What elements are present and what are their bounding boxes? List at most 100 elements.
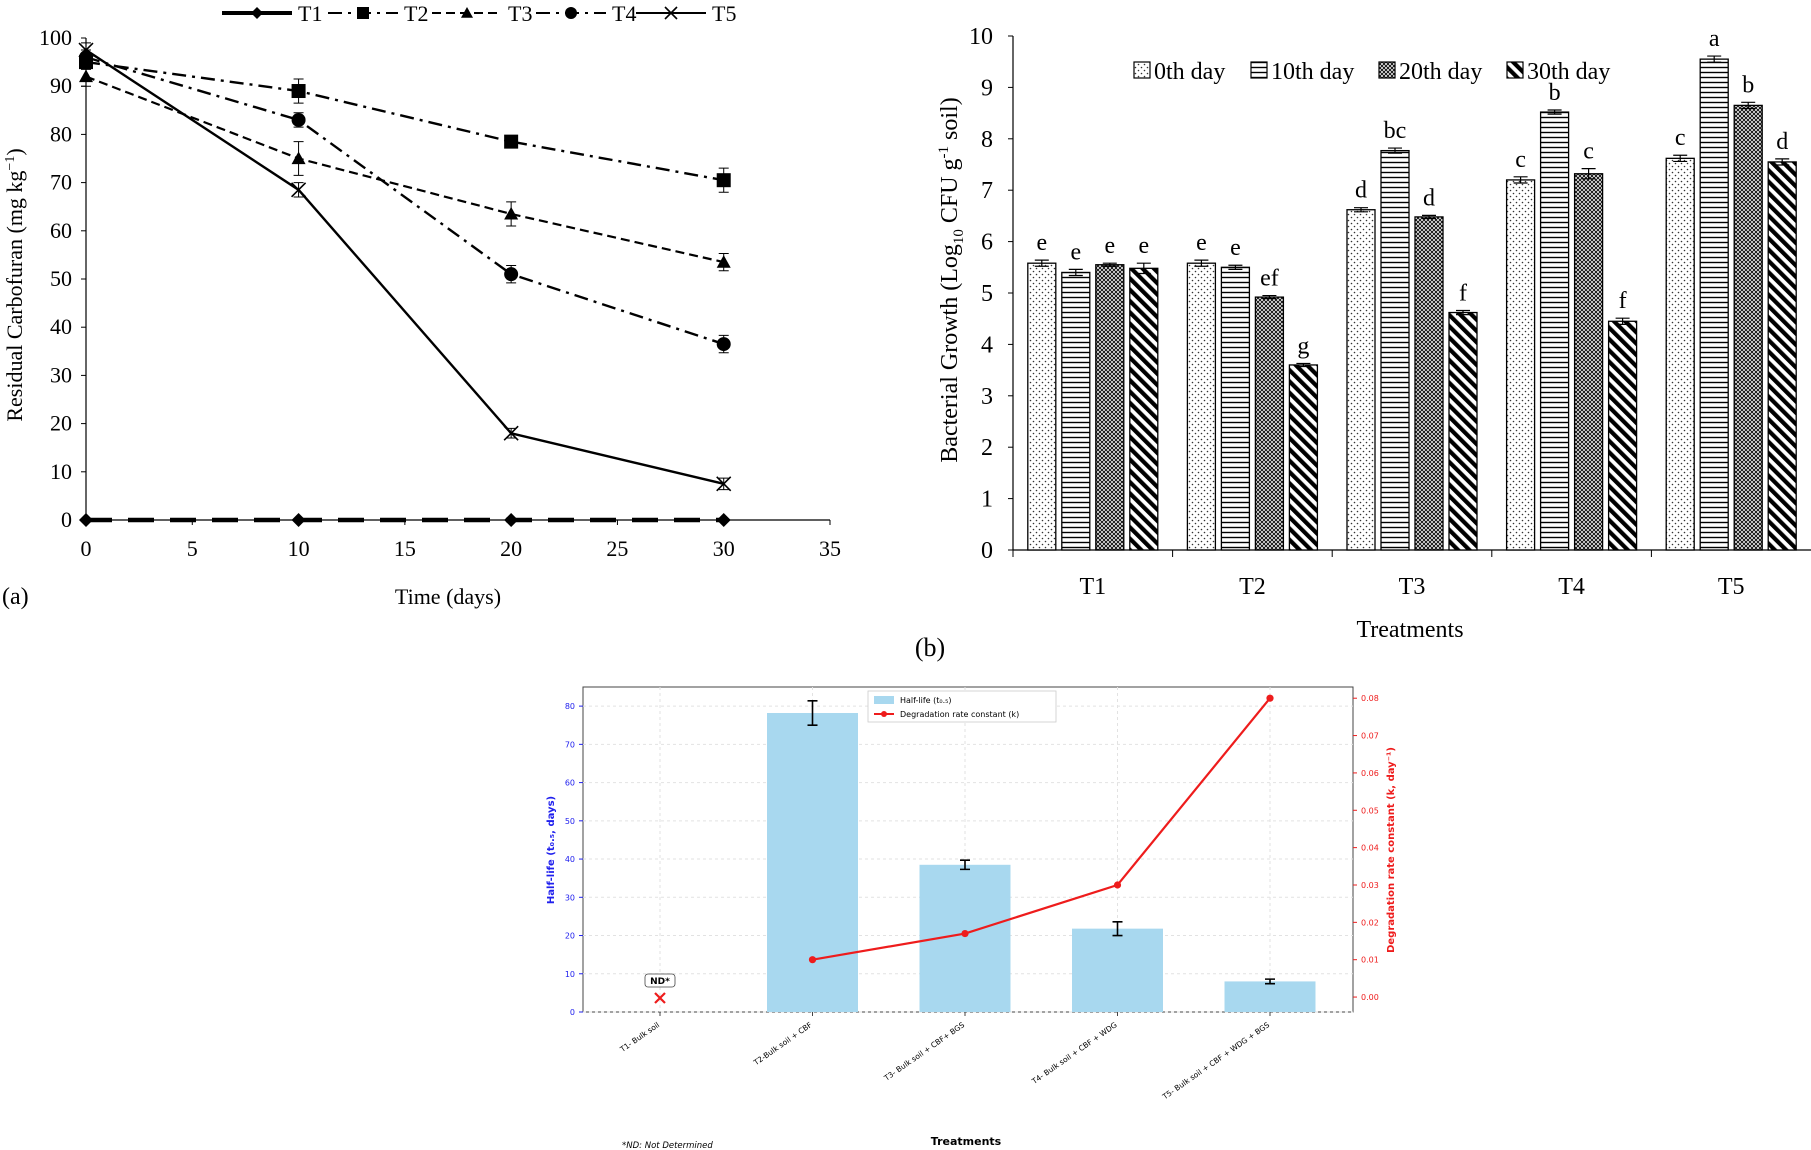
chart-b-significance-letter: f [1619, 288, 1627, 314]
chart-a-y-tick-label: 40 [50, 314, 72, 339]
chart-a-line-t5 [85, 49, 724, 486]
chart-b-significance-letter: f [1459, 280, 1467, 306]
chart-b-y-label: Bacterial Growth (Log10 CFU g-1 soil) [936, 97, 967, 462]
chart-c-bar [767, 713, 858, 1012]
chart-c-legend: Half-life (t₀.₅) Degradation rate constan… [867, 690, 1057, 723]
chart-c-y2-tick-label: 0.08 [1361, 694, 1379, 703]
chart-b-y-tick-label: 5 [981, 281, 993, 307]
chart-b-bar [1129, 267, 1159, 551]
chart-b-significance-letter: e [1070, 239, 1081, 265]
chart-b-significance-letter: e [1230, 235, 1241, 261]
chart-b-y-tick-label: 0 [981, 538, 993, 564]
chart-a-y-tick-label: 80 [50, 121, 72, 146]
chart-b-bar [1448, 311, 1478, 551]
chart-a-point-t4 [291, 112, 306, 127]
legend-c-swatch-bar [874, 696, 894, 704]
chart-b-x-ticks: T1 T2 T3 T4 T5 [1012, 550, 1745, 600]
chart-b-error-bar [1136, 262, 1151, 275]
chart-b-error-bar [1228, 264, 1243, 270]
chart-b-x-tick-label: T4 [1558, 574, 1585, 600]
chart-c-y-tick-label: 60 [565, 779, 575, 788]
chart-a-legend: T1 T2 T3 T4 T5 [222, 1, 736, 26]
chart-c-y-label: Half-life (t₀.₅, days) [546, 796, 557, 904]
chart-b-error-bar [1068, 268, 1083, 277]
chart-b-bar [1539, 111, 1570, 551]
chart-c-rate-point [808, 956, 817, 964]
chart-b-y-tick-label: 2 [981, 435, 993, 461]
chart-b-significance-letter: c [1675, 125, 1686, 151]
chart-c-y2-tick-label: 0.01 [1361, 956, 1379, 965]
chart-b-x-tick-label: T5 [1718, 574, 1745, 600]
chart-b-bar [1414, 216, 1444, 551]
chart-a-series-t4 [79, 49, 731, 354]
chart-c-error-bar [807, 699, 818, 727]
chart-b-bar [1254, 296, 1285, 551]
nd-label-box [644, 973, 676, 988]
chart-a-line-t2 [85, 60, 724, 182]
chart-b-y-tick-label: 8 [981, 127, 993, 153]
chart-a-x-tick-label: 20 [500, 536, 522, 561]
chart-a-point-t1 [716, 513, 731, 527]
chart-b-x-label: Treatments [1356, 617, 1463, 643]
chart-c-footnote: *ND: Not Determined [622, 1141, 713, 1150]
legend-a-label-t4: T4 [612, 1, 636, 26]
chart-a-line-t4 [85, 56, 725, 346]
chart-c-y2-ticks: 0.00 0.01 0.02 0.03 0.04 0.05 0.06 0.07 0.08 [1353, 694, 1379, 1002]
chart-c-bars [767, 699, 1316, 1012]
chart-b-error-bar [1354, 207, 1368, 213]
chart-b-y-tick-label: 3 [981, 384, 993, 410]
panel-b-label: (b) [915, 633, 945, 662]
chart-c-bar [1072, 928, 1163, 1012]
chart-b-significance-letter: c [1583, 139, 1594, 165]
chart-c-error-bar [1112, 920, 1123, 937]
chart-a-point-t3 [504, 206, 519, 220]
chart-c-y-ticks: 0 10 20 30 40 50 60 70 80 [565, 702, 583, 1017]
chart-b-x-tick-label: T2 [1239, 574, 1266, 600]
chart-c-y-tick-label: 30 [565, 893, 575, 902]
chart-a-point-t4 [504, 267, 519, 282]
chart-b-significance-letter: g [1297, 333, 1309, 359]
chart-a-point-t2 [504, 134, 519, 149]
legend-b-swatch [1378, 61, 1396, 79]
chart-a-point-t1 [291, 513, 306, 527]
legend-a-marker-t5 [664, 6, 678, 20]
chart-a-series-t5 [78, 42, 732, 492]
chart-b-bar [1095, 264, 1125, 551]
chart-b-bar [1380, 149, 1410, 551]
chart-a-point-t2 [716, 173, 731, 188]
legend-b-swatch [1250, 61, 1268, 79]
chart-a-series-t3 [79, 66, 731, 272]
chart-c-x-label: Treatments [931, 1135, 1002, 1148]
chart-b-error-bar [1547, 109, 1562, 115]
chart-c-y2-tick-label: 0.02 [1361, 918, 1379, 927]
nd-label: ND* [650, 977, 670, 987]
legend-b-swatch [1133, 61, 1151, 79]
chart-a-y-tick-label: 60 [50, 218, 72, 243]
legend-a-marker-t3 [461, 7, 473, 18]
chart-a-x-tick-label: 5 [187, 536, 198, 561]
chart-a-point-t5 [716, 476, 732, 492]
legend-b-swatch [1506, 61, 1524, 79]
chart-c-x-tick-label: T2-Bulk soil + CBF [751, 1020, 813, 1067]
chart-a-point-t1 [79, 513, 93, 527]
chart-c-rate-point [961, 929, 969, 938]
chart-b-significance-letter: ef [1260, 266, 1279, 292]
chart-b-bar [1767, 161, 1797, 551]
chart-a-point-t5 [291, 182, 307, 198]
chart-a-y-tick-label: 100 [39, 25, 72, 50]
chart-b-x-tick-label: T1 [1079, 574, 1106, 600]
chart-b-significance-letter: e [1138, 233, 1149, 259]
chart-b-bar [1607, 320, 1638, 551]
chart-c-rate-point [1113, 881, 1122, 889]
chart-a-point-t5 [78, 42, 94, 58]
chart-c-legend-box [867, 690, 1057, 723]
chart-c-rate-line [808, 694, 1274, 964]
chart-b-bar [1027, 262, 1057, 551]
chart-a-line-t3 [85, 75, 724, 264]
chart-a-x-tick-label: 0 [81, 536, 92, 561]
chart-c-nd-marker: ND* [644, 973, 676, 1004]
chart-c-y-tick-label: 50 [565, 817, 575, 826]
chart-a-x-tick-label: 10 [288, 536, 310, 561]
